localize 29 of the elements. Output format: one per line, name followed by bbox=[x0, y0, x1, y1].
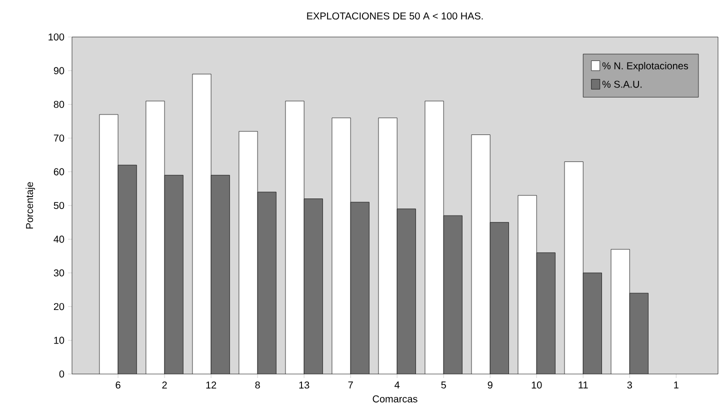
y-tick-label: 100 bbox=[48, 33, 64, 41]
x-tick-label: 5 bbox=[441, 382, 446, 388]
y-tick-label: 20 bbox=[54, 303, 64, 310]
x-tick-label: 12 bbox=[206, 382, 216, 388]
x-tick-label: 13 bbox=[299, 382, 310, 389]
y-tick-label: 60 bbox=[54, 168, 64, 176]
y-tick-label: 0 bbox=[59, 370, 64, 378]
x-tick-label: 10 bbox=[532, 382, 542, 389]
y-tick-label: 70 bbox=[54, 134, 64, 142]
x-tick-label: 2 bbox=[162, 382, 167, 388]
legend-label: % N. Explotaciones bbox=[602, 62, 688, 72]
x-tick-label: 8 bbox=[255, 382, 260, 389]
x-tick-label: 4 bbox=[394, 382, 400, 388]
y-tick-label: 90 bbox=[54, 67, 64, 74]
legend-label: % S.A.U. bbox=[602, 80, 642, 88]
x-tick-label: 1 bbox=[674, 382, 678, 388]
y-tick-label: 40 bbox=[54, 236, 64, 243]
x-axis-title: Comarcas bbox=[372, 395, 418, 402]
x-tick-label: 9 bbox=[488, 382, 492, 389]
y-tick-label: 30 bbox=[54, 269, 64, 276]
x-tick-label: 7 bbox=[348, 382, 353, 388]
x-tick-label: 11 bbox=[578, 382, 588, 388]
y-tick-label: 50 bbox=[54, 202, 64, 210]
y-tick-label: 80 bbox=[54, 100, 64, 108]
x-tick-label: 6 bbox=[116, 382, 120, 389]
chart-title: EXPLOTACIONES DE 50 A < 100 HAS. bbox=[307, 12, 483, 20]
y-axis-title: Porcentaje bbox=[26, 182, 36, 228]
x-tick-label: 3 bbox=[627, 382, 632, 389]
y-tick-label: 10 bbox=[54, 336, 64, 344]
